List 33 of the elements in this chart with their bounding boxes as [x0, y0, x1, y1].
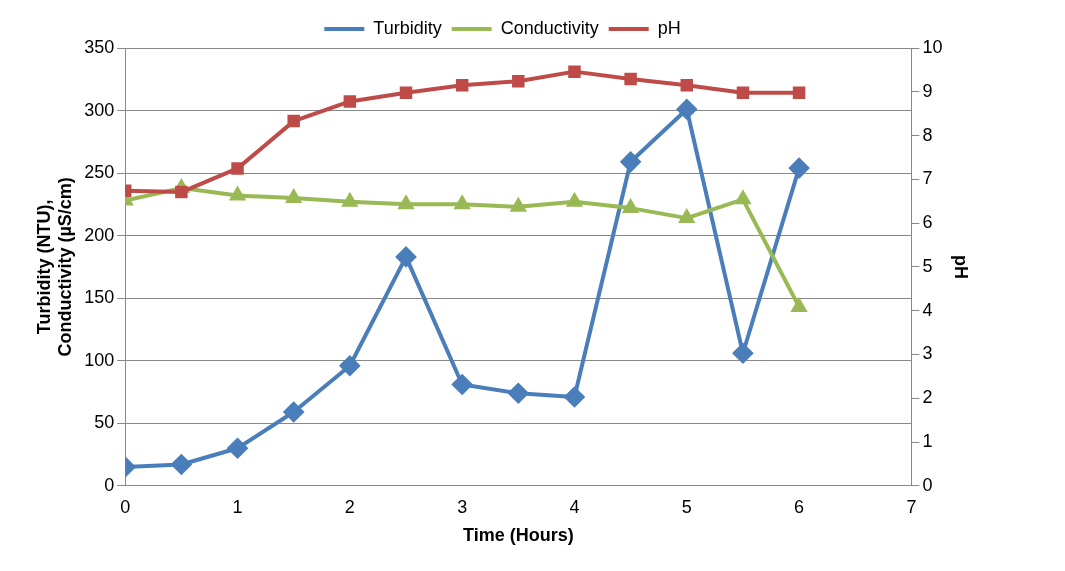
legend-label: Conductivity [500, 17, 599, 38]
y-tick-label: 150 [84, 287, 115, 308]
x-tick-label: 7 [906, 496, 917, 517]
y-tick-label: 50 [94, 412, 115, 433]
x-tick-label: 2 [344, 496, 355, 517]
y-tick-label: 100 [84, 349, 115, 370]
y-tick-label: 300 [84, 99, 115, 120]
y2-tick-label: 10 [922, 36, 943, 57]
y-tick-label: 200 [84, 224, 115, 245]
x-tick-label: 4 [569, 496, 580, 517]
y2-tick-label: 5 [922, 255, 933, 276]
y2-axis-title: pH [951, 254, 972, 279]
y2-tick-label: 9 [922, 80, 933, 101]
x-tick-label: 3 [457, 496, 468, 517]
x-tick-label: 5 [681, 496, 692, 517]
y2-tick-label: 0 [922, 474, 933, 495]
legend-label: Turbidity [373, 17, 442, 38]
y-tick-label: 0 [104, 474, 115, 495]
x-tick-label: 0 [120, 496, 131, 517]
y2-tick-label: 6 [922, 212, 933, 233]
y2-tick-label: 7 [922, 168, 933, 189]
y2-tick-label: 8 [922, 124, 933, 145]
x-axis-title: Time (Hours) [462, 525, 574, 546]
y-tick-label: 250 [84, 162, 115, 183]
legend-label: pH [657, 17, 681, 38]
x-tick-label: 1 [232, 496, 243, 517]
x-tick-label: 6 [794, 496, 805, 517]
y2-tick-label: 2 [922, 387, 933, 408]
y2-tick-label: 3 [922, 343, 933, 364]
y2-tick-label: 1 [922, 430, 933, 451]
y-axis-title: Turbidity (NTU), Conductivity (µS/cm) [33, 177, 76, 357]
y-tick-label: 350 [84, 36, 115, 57]
y2-tick-label: 4 [922, 299, 933, 320]
